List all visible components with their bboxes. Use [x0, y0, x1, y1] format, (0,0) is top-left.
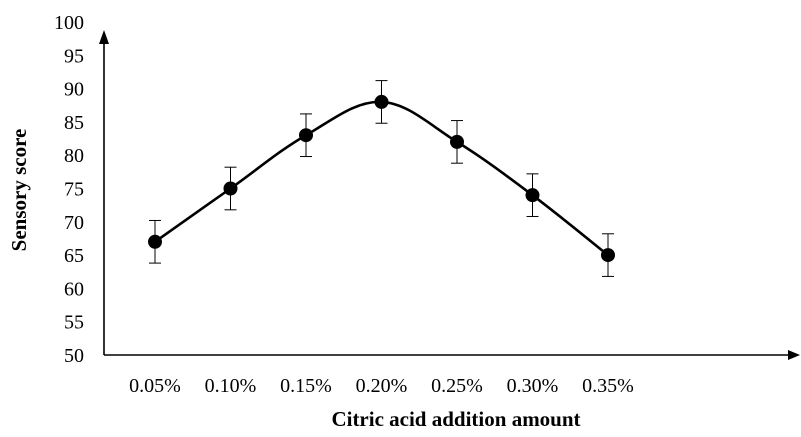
- data-point: [525, 188, 540, 203]
- data-point: [601, 248, 615, 263]
- y-tick-label: 70: [64, 212, 84, 234]
- y-tick-label: 65: [64, 245, 84, 267]
- axes: [99, 30, 800, 360]
- x-tick-label: 0.35%: [582, 375, 634, 397]
- x-tick-label: 0.30%: [507, 375, 559, 397]
- plot-area: [148, 80, 615, 277]
- data-point: [450, 134, 464, 149]
- y-tick-label: 80: [64, 145, 84, 167]
- x-tick-label: 0.20%: [356, 375, 408, 397]
- series-line: [154, 100, 609, 257]
- y-axis-ticks: 50 55 60 65 70 75 80 85 90 95 100: [54, 12, 84, 367]
- y-tick-label: 95: [64, 45, 84, 67]
- data-point: [299, 128, 313, 143]
- y-tick-label: 50: [64, 345, 84, 367]
- x-axis-arrow: [788, 350, 800, 360]
- y-axis-arrow: [99, 30, 109, 44]
- x-axis-title: Citric acid addition amount: [331, 407, 580, 431]
- x-axis-ticks: 0.05% 0.10% 0.15% 0.20% 0.25% 0.30% 0.35%: [129, 375, 634, 397]
- y-tick-label: 85: [64, 112, 84, 134]
- x-tick-label: 0.10%: [205, 375, 257, 397]
- y-tick-label: 60: [64, 278, 84, 300]
- x-tick-label: 0.05%: [129, 375, 181, 397]
- y-tick-label: 75: [64, 179, 84, 201]
- y-tick-label: 90: [64, 79, 84, 101]
- y-tick-label: 55: [64, 312, 84, 334]
- data-point: [223, 181, 238, 196]
- data-point: [148, 234, 162, 249]
- x-tick-label: 0.15%: [280, 375, 332, 397]
- x-tick-label: 0.25%: [431, 375, 483, 397]
- y-tick-label: 100: [54, 12, 84, 34]
- data-point: [374, 94, 389, 109]
- y-axis-title: Sensory score: [7, 129, 31, 252]
